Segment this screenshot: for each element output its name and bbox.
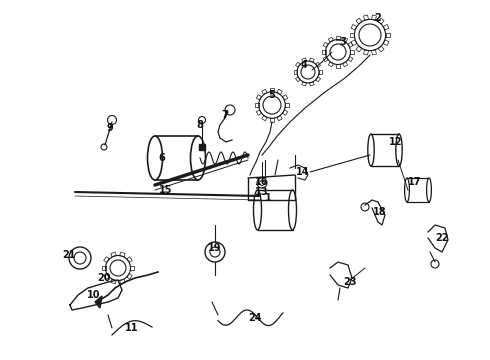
Text: 15: 15 <box>159 185 173 195</box>
Polygon shape <box>199 144 205 150</box>
Text: 13: 13 <box>255 187 269 197</box>
Text: 10: 10 <box>87 290 101 300</box>
Text: 12: 12 <box>389 137 403 147</box>
Text: 9: 9 <box>107 123 113 133</box>
Text: 14: 14 <box>296 167 310 177</box>
Text: 4: 4 <box>301 60 307 70</box>
Text: 17: 17 <box>408 177 422 187</box>
Text: 1: 1 <box>265 193 271 203</box>
Text: 8: 8 <box>196 120 203 130</box>
Text: 19: 19 <box>208 243 222 253</box>
Text: 7: 7 <box>221 110 228 120</box>
Text: 20: 20 <box>97 273 111 283</box>
Text: 18: 18 <box>373 207 387 217</box>
Polygon shape <box>95 296 102 308</box>
Circle shape <box>198 117 205 123</box>
Text: 2: 2 <box>375 13 381 23</box>
Text: 3: 3 <box>340 37 346 47</box>
Text: 5: 5 <box>269 90 275 100</box>
Text: 16: 16 <box>255 177 269 187</box>
Text: 23: 23 <box>343 277 357 287</box>
Text: 6: 6 <box>159 153 166 163</box>
Text: 21: 21 <box>62 250 76 260</box>
Text: 24: 24 <box>248 313 262 323</box>
Text: 11: 11 <box>125 323 139 333</box>
Text: 22: 22 <box>435 233 449 243</box>
